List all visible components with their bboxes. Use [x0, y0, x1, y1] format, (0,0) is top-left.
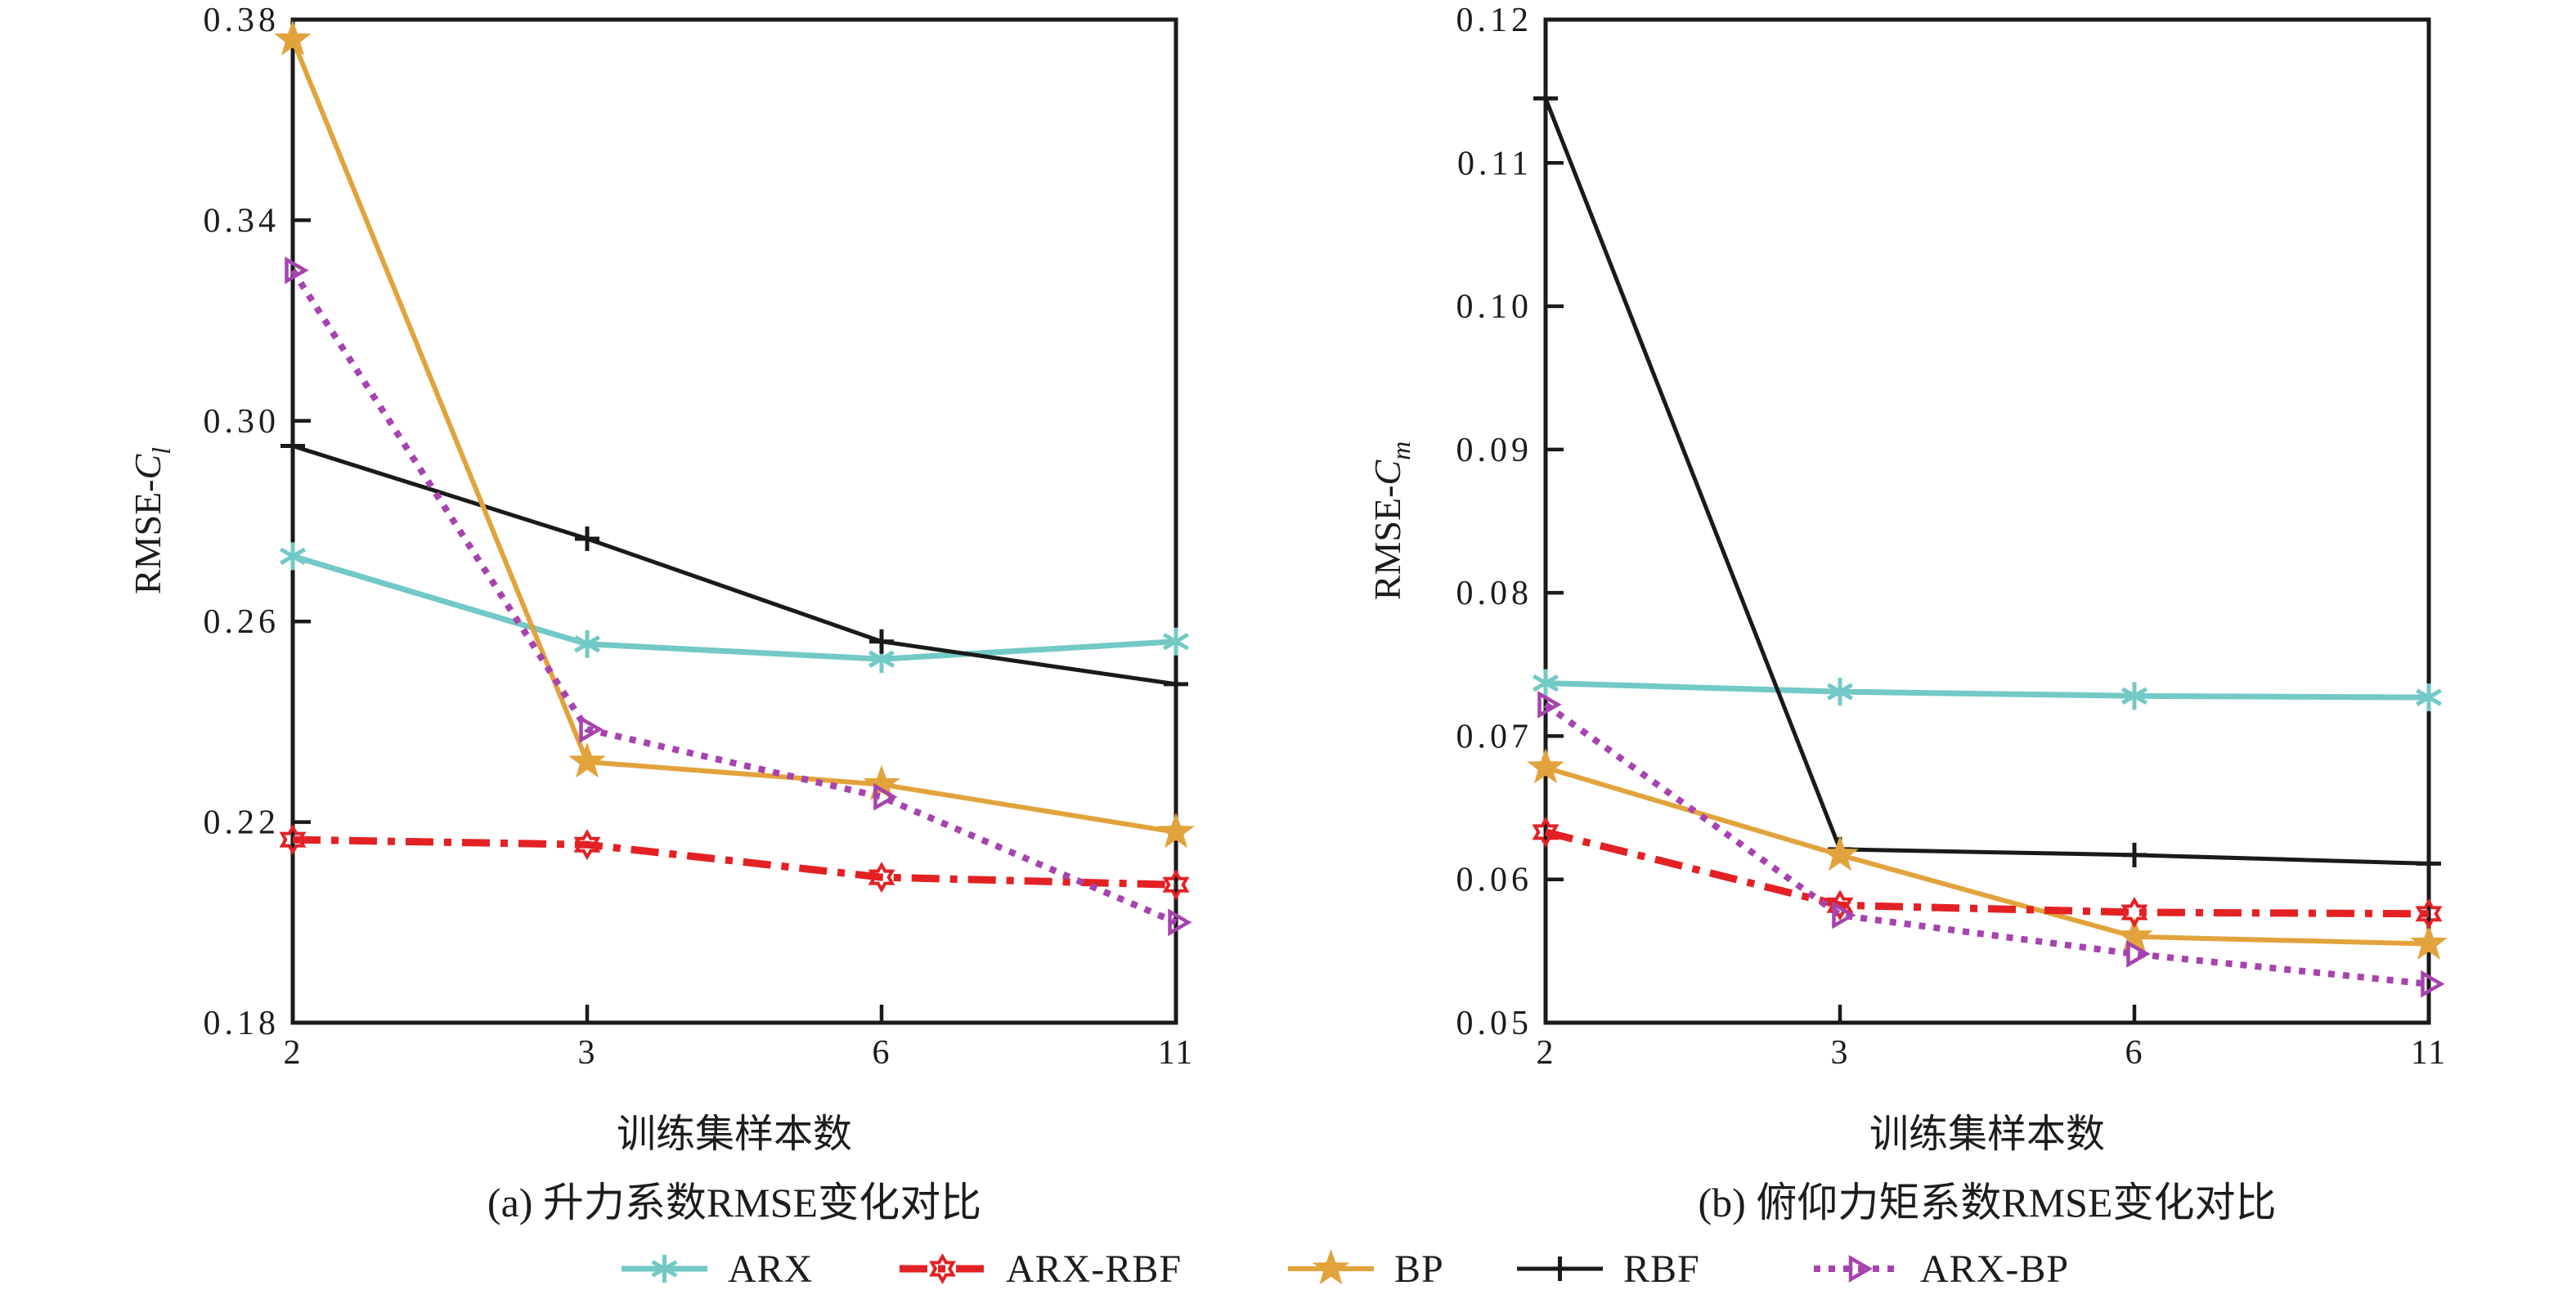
plot-border: [290, 17, 1178, 1025]
x-tick-label: 11: [2411, 1034, 2447, 1072]
legend-item-RBF: RBF: [1517, 1247, 1700, 1291]
chart-b-xlabel: 训练集样本数: [1869, 1113, 2105, 1156]
legend-label-ARX-RBF: ARX-RBF: [1006, 1247, 1182, 1291]
x-tick-label: 6: [2125, 1034, 2144, 1072]
series-line-BP: [290, 38, 1177, 835]
legend-item-ARX-BP: ARX-BP: [1814, 1247, 2069, 1291]
chart-a: 0.18 0.22 0.26 0.30 0.34 0.38 2 3 6 11 RMSE-Cl 训练…: [127, 2, 1195, 1225]
chart-a-xlabel: 训练集样本数: [617, 1113, 852, 1156]
y-tick-label: 0.05: [1456, 1005, 1533, 1042]
x-tick-label: 2: [1537, 1034, 1555, 1072]
chart-a-plot-area: 0.18 0.22 0.26 0.30 0.34 0.38 2 3 6 11: [204, 2, 1195, 1072]
legend-item-ARX-RBF: ARX-RBF: [900, 1247, 1182, 1291]
series-RBF: [1533, 86, 2441, 876]
series-RBF: [280, 433, 1188, 697]
series-line-ARX: [291, 553, 1177, 662]
series-ARX-RBF: [1532, 816, 2443, 929]
series-line-ARX-RBF: [292, 835, 1177, 889]
series-line-ARX-BP: [289, 268, 1178, 925]
y-tick-label: 0.07: [1456, 718, 1533, 755]
x-tick-label: 2: [284, 1034, 303, 1072]
y-tick-label: 0.22: [204, 804, 280, 842]
series-ARX-BP: [1537, 690, 2445, 998]
series-line-BP: [1545, 765, 2430, 947]
series-BP: [274, 20, 1195, 849]
legend-label-ARX-BP: ARX-BP: [1920, 1247, 2069, 1291]
series-ARX: [1533, 669, 2442, 712]
legend-label-ARX: ARX: [728, 1247, 813, 1291]
legend-item-BP: BP: [1288, 1247, 1444, 1291]
chart-b-caption: (b) 俯仰力矩系数RMSE变化对比: [1699, 1180, 2277, 1225]
y-tick-label: 0.06: [1456, 862, 1533, 899]
y-tick-label: 0.12: [1456, 2, 1533, 39]
chart-b-plot-area: 0.05 0.06 0.07 0.08 0.09 0.10 0.11 0.12 2 3 6 11: [1456, 2, 2448, 1072]
x-tick-label: 3: [1831, 1034, 1850, 1072]
figure-legend: ARX ARX-RBF BP RBF ARX-BP: [622, 1247, 2069, 1291]
series-ARX-RBF: [279, 824, 1190, 901]
y-tick-label: 0.08: [1456, 575, 1533, 612]
x-tick-label: 11: [1158, 1034, 1194, 1072]
y-tick-label: 0.30: [204, 403, 280, 441]
series-line-RBF: [1543, 97, 2430, 866]
chart-a-caption: (a) 升力系数RMSE变化对比: [487, 1180, 981, 1225]
series-ARX-BP: [285, 256, 1192, 937]
y-tick-label: 0.11: [1457, 145, 1533, 182]
legend-item-ARX: ARX: [622, 1247, 813, 1291]
plot-border: [1543, 17, 2431, 1025]
y-tick-label: 0.26: [204, 603, 280, 641]
series-line-ARX: [1545, 680, 2430, 701]
x-tick-label: 3: [578, 1034, 597, 1072]
chart-b-ylabel: RMSE-Cm: [1367, 441, 1416, 600]
y-tick-label: 0.34: [204, 202, 280, 240]
legend-label-BP: BP: [1394, 1247, 1444, 1291]
y-tick-label: 0.10: [1456, 289, 1533, 326]
y-tick-label: 0.18: [204, 1005, 280, 1042]
series-line-ARX-BP: [1543, 701, 2430, 988]
legend-label-RBF: RBF: [1623, 1247, 1700, 1291]
series-line-RBF: [292, 444, 1177, 687]
y-tick-label: 0.38: [204, 2, 280, 39]
y-tick-label: 0.09: [1456, 432, 1533, 469]
chart-a-ylabel: RMSE-Cl: [127, 447, 176, 594]
series-ARX: [280, 542, 1189, 674]
series-line-ARX-RBF: [1544, 828, 2430, 918]
chart-b: 0.05 0.06 0.07 0.08 0.09 0.10 0.11 0.12 2 3 6 11 RM…: [1367, 2, 2448, 1225]
x-tick-label: 6: [873, 1034, 891, 1072]
